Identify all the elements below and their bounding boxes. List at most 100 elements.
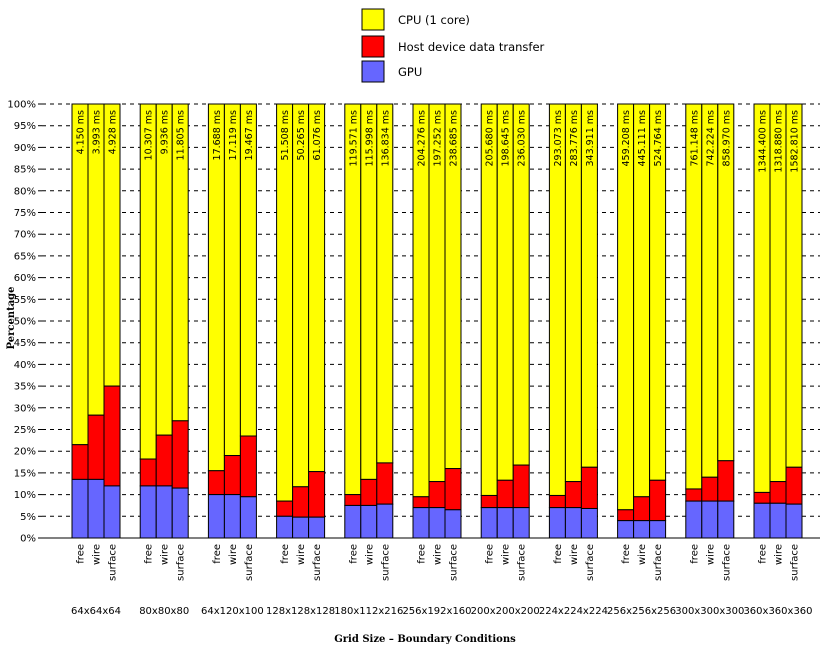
y-tick-label: 65% [14, 251, 36, 262]
condition-label: surface [653, 544, 664, 581]
bar-transfer-segment [480, 494, 498, 509]
bar-gpu-segment [580, 507, 598, 539]
condition-label: wire [160, 544, 171, 565]
bar-group: 205.680 ms 198.645 ms 236.030 ms [480, 103, 530, 539]
bar-transfer-segment [292, 486, 310, 518]
bar-gpu-segment [223, 494, 241, 539]
bar-gpu-segment [512, 507, 530, 539]
condition-label: free [212, 544, 223, 564]
group-label: 360x360x360 [743, 606, 812, 617]
bar-gpu-segment [633, 520, 651, 539]
x-labels: free wire surface 64x64x64 free wire surface 80… [71, 544, 813, 617]
bar-time-label: 238.685 ms [449, 110, 460, 167]
bar-transfer-segment [308, 471, 326, 518]
bar-time-label: 9.936 ms [160, 110, 171, 154]
condition-label: surface [449, 544, 460, 581]
condition-label: surface [790, 544, 801, 581]
condition-label: surface [176, 544, 187, 581]
legend-label: GPU [398, 65, 422, 79]
bar-group: 51.508 ms 50.265 ms 61.076 ms [276, 103, 326, 539]
bar-time-label: 4.928 ms [108, 110, 119, 154]
y-tick-label: 55% [14, 295, 36, 306]
bar-group: 4.150 ms 3.993 ms 4.928 ms [71, 103, 121, 539]
condition-label: wire [228, 544, 239, 565]
y-tick-label: 85% [14, 165, 36, 176]
condition-label: free [758, 544, 769, 564]
bar-time-label: 4.150 ms [76, 110, 87, 154]
bar-transfer-segment [769, 481, 787, 504]
bar-transfer-segment [71, 444, 89, 480]
group-label: 180x112x216 [334, 606, 403, 617]
bar-gpu-segment [701, 500, 719, 539]
y-tick-label: 75% [14, 208, 36, 219]
condition-label: free [76, 544, 87, 564]
bar-gpu-segment [87, 478, 105, 539]
condition-label: free [553, 544, 564, 564]
bar-time-label: 10.307 ms [144, 110, 155, 161]
bar-transfer-segment [785, 466, 803, 505]
condition-label: wire [705, 544, 716, 565]
bar-group: 17.688 ms 17.119 ms 19.467 ms [207, 103, 257, 539]
condition-label: surface [585, 544, 596, 581]
y-tick-label: 40% [14, 360, 36, 371]
bar-transfer-segment [223, 455, 241, 496]
bar-time-label: 343.911 ms [585, 110, 596, 167]
bar-transfer-segment [580, 466, 598, 509]
y-tick-label: 80% [14, 186, 36, 197]
bar-time-label: 858.970 ms [721, 110, 732, 167]
bar-group: 293.073 ms 283.776 ms 343.911 ms [548, 103, 598, 539]
bar-gpu-segment [717, 500, 735, 539]
bar-time-label: 17.688 ms [212, 110, 223, 161]
y-tick-label: 90% [14, 143, 36, 154]
bar-time-label: 51.508 ms [280, 110, 291, 161]
bar-gpu-segment [276, 515, 294, 539]
bar-transfer-segment [103, 385, 121, 487]
bar-time-label: 19.467 ms [244, 110, 255, 161]
bar-transfer-segment [344, 494, 362, 506]
bar-gpu-segment [753, 502, 771, 539]
bar-gpu-segment [496, 507, 514, 539]
condition-label: wire [569, 544, 580, 565]
bar-gpu-segment [376, 503, 394, 539]
bar-group: 761.148 ms 742.224 ms 858.970 ms [685, 103, 735, 539]
bar-time-label: 3.993 ms [92, 110, 103, 154]
y-tick-label: 15% [14, 468, 36, 479]
y-tick-label: 45% [14, 338, 36, 349]
bar-gpu-segment [785, 503, 803, 539]
bar-transfer-segment [496, 479, 514, 509]
bar-transfer-segment [617, 509, 635, 522]
y-tick-label: 30% [14, 403, 36, 414]
bar-transfer-segment [548, 494, 566, 509]
legend-label: CPU (1 core) [398, 13, 470, 27]
condition-label: wire [364, 544, 375, 565]
x-axis-title: Grid Size – Boundary Conditions [334, 634, 516, 645]
bar-gpu-segment [155, 485, 173, 539]
bar-gpu-segment [292, 516, 310, 539]
bar-cpu-segment [276, 103, 294, 502]
bar-gpu-segment [649, 520, 667, 539]
condition-label: surface [244, 544, 255, 581]
bar-time-label: 136.834 ms [380, 110, 391, 167]
group-label: 128x128x128 [266, 606, 335, 617]
bar-gpu-segment [239, 496, 257, 539]
bar-transfer-segment [753, 491, 771, 504]
bar-time-label: 524.764 ms [653, 110, 664, 167]
condition-label: surface [312, 544, 323, 581]
bar-time-label: 61.076 ms [312, 110, 323, 161]
bar-time-label: 1318.880 ms [774, 110, 785, 173]
bar-gpu-segment [444, 509, 462, 539]
bar-time-label: 459.208 ms [621, 110, 632, 167]
bar-time-label: 197.252 ms [433, 110, 444, 167]
bar-transfer-segment [155, 434, 173, 487]
y-tick-label: 0% [20, 534, 36, 545]
bar-group: 204.276 ms 197.252 ms 238.685 ms [412, 103, 462, 539]
group-label: 200x200x200 [471, 606, 540, 617]
bar-transfer-segment [360, 478, 378, 506]
bar-transfer-segment [717, 460, 735, 502]
condition-label: free [485, 544, 496, 564]
legend-swatch [361, 35, 385, 58]
bar-gpu-segment [617, 520, 635, 539]
y-tick-label: 20% [14, 447, 36, 458]
bar-transfer-segment [444, 468, 462, 511]
